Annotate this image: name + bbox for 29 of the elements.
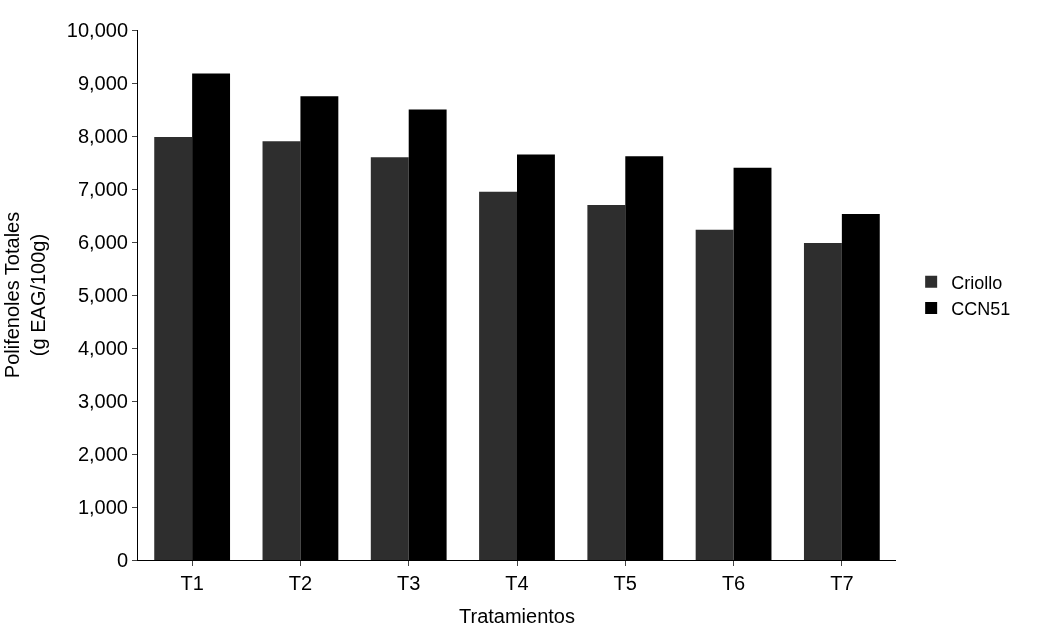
- x-tick-label: T7: [830, 572, 854, 594]
- bar: [154, 137, 193, 560]
- y-axis-title: Polifenoles Totales (g EAG/100g): [1, 211, 50, 379]
- bar: [695, 229, 734, 560]
- bar: [262, 141, 301, 560]
- y-tick-label: 1,000: [77, 496, 128, 518]
- x-axis-title: Tratamientos: [459, 604, 575, 627]
- bar: [587, 204, 626, 560]
- x-tick-label: T1: [180, 572, 204, 594]
- legend-label: CCN51: [951, 299, 1011, 320]
- x-tick-label: T3: [397, 572, 421, 594]
- bar: [479, 191, 517, 560]
- x-tick-label: T5: [613, 572, 637, 594]
- y-tick-label: 2,000: [77, 443, 128, 465]
- y-tick-label: 5,000: [77, 284, 128, 306]
- legend-label: Criollo: [951, 272, 1003, 293]
- bar: [370, 157, 409, 560]
- x-tick-label: T2: [288, 572, 313, 594]
- x-tick-label: T6: [721, 572, 746, 594]
- x-tick-label: T4: [505, 572, 529, 594]
- y-tick-label: 4,000: [77, 337, 128, 359]
- y-tick-label: 6,000: [77, 231, 128, 253]
- y-tick-label: 7,000: [77, 178, 128, 200]
- y-tick-label: 0: [116, 549, 128, 571]
- y-tick-label: 10,000: [66, 19, 128, 41]
- y-tick-label: 9,000: [77, 72, 128, 94]
- y-tick-label: 3,000: [77, 390, 128, 412]
- y-tick-label: 8,000: [77, 125, 128, 147]
- bar: [803, 243, 842, 560]
